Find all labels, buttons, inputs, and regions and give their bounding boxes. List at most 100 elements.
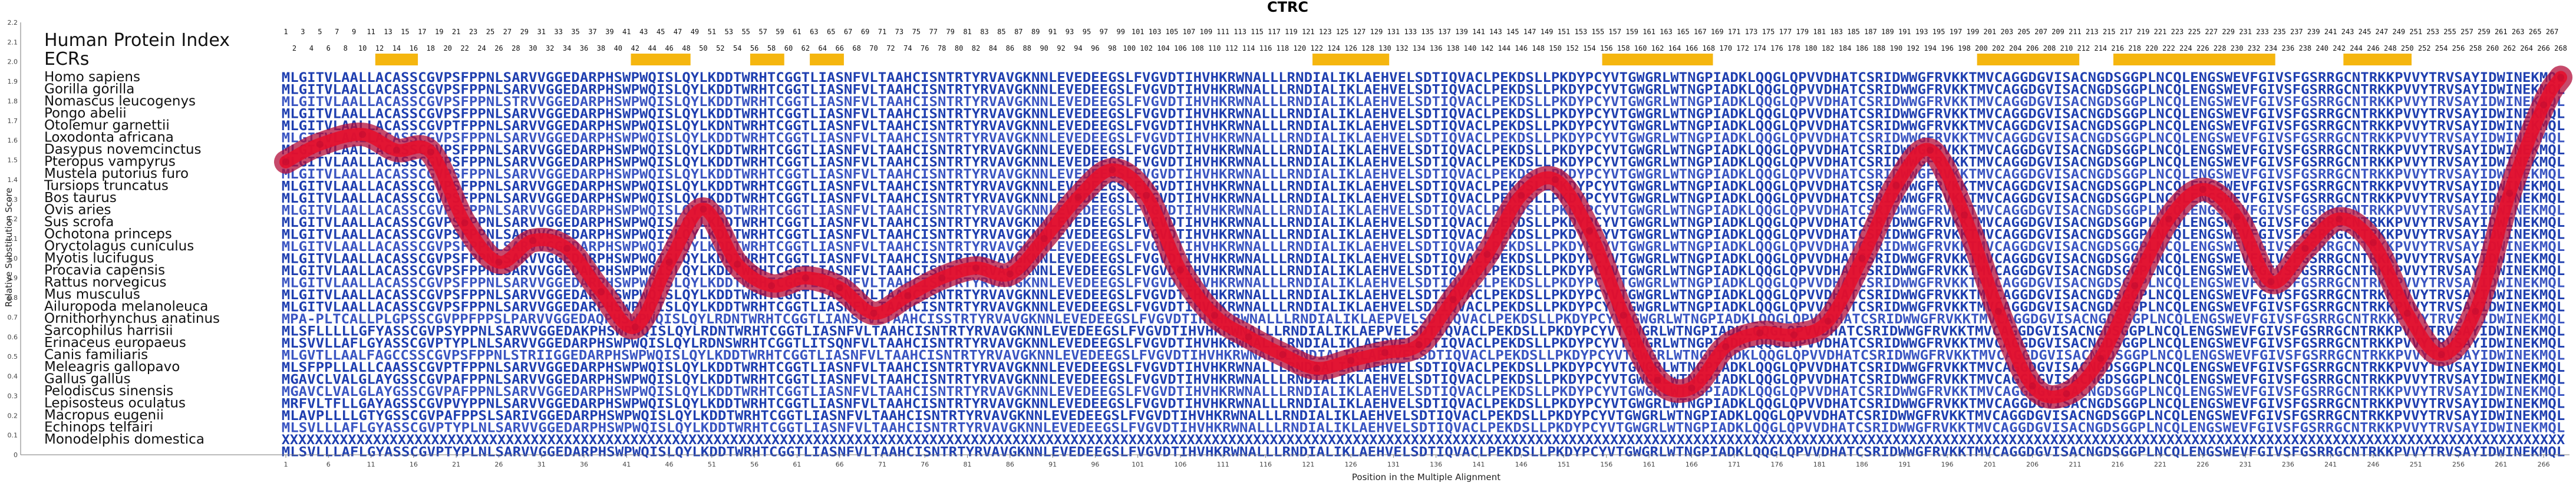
position-number: 132	[1396, 44, 1409, 52]
position-number: 259	[2478, 28, 2491, 36]
position-number: 267	[2546, 28, 2559, 36]
position-number: 102	[1140, 44, 1153, 52]
position-number: 153	[1575, 28, 1588, 36]
x-tick-label: 266	[2538, 461, 2550, 468]
sequence-row: MLSVLLLAFLGYASSCGVPTYPLNLSARVVGGEDARPHSW…	[282, 445, 2565, 460]
position-number: 49	[691, 28, 699, 36]
x-tick-label: 176	[1770, 461, 1783, 468]
position-number: 224	[2179, 44, 2192, 52]
position-number: 12	[375, 44, 384, 52]
position-number: 167	[1694, 28, 1707, 36]
position-number: 133	[1404, 28, 1417, 36]
position-number: 240	[2316, 44, 2328, 52]
score-point	[1552, 176, 1559, 183]
species-label: Macropus eugenii	[44, 408, 164, 423]
position-number: 33	[554, 28, 562, 36]
position-number: 180	[1805, 44, 1818, 52]
score-point	[1994, 308, 2002, 315]
x-axis-label: Position in the Multiple Alignment	[1352, 472, 1500, 482]
sequence-row: MLGITVLAALLACASSCGVPSFPPNLSARVVGGEDARPHS…	[282, 167, 2565, 182]
score-point	[1620, 312, 1627, 319]
position-number: 138	[1447, 44, 1460, 52]
position-number: 36	[580, 44, 588, 52]
position-number: 42	[631, 44, 639, 52]
species-label: Ailuropoda melanoleuca	[44, 299, 208, 315]
position-number: 122	[1310, 44, 1323, 52]
x-tick-label: 66	[836, 461, 844, 468]
sequence-row: MLAVPLLLLGTYGSSCGVPAFPPSLSARIVGGEDARPHSW…	[282, 409, 2565, 424]
position-number: 171	[1728, 28, 1741, 36]
score-point	[972, 265, 980, 272]
position-number: 3	[301, 28, 305, 36]
y-tick-label: 0.8	[8, 294, 18, 302]
position-number: 100	[1123, 44, 1136, 52]
sequence-rows: MLGITVLAALLACASSCGVPSFPPNLSARVVGGEDARPHS…	[282, 71, 2565, 460]
score-point	[2199, 186, 2206, 193]
position-number: 120	[1294, 44, 1307, 52]
sequence-row: MLGITVLAALLACASSCGVPSFPPNLSTRVVGGEDARPHS…	[282, 95, 2565, 110]
position-number: 22	[460, 44, 469, 52]
axes: 0 0.1 0.2 0.3 0.4 0.5 0.6 0.7 0.8 0.9 1.0 1.1 1.2 1.3…	[8, 19, 2570, 468]
score-point	[904, 292, 912, 299]
ecr-region-1	[375, 54, 418, 65]
species-label: Meleagris gallopavo	[44, 359, 180, 375]
position-number: 29	[520, 28, 529, 36]
position-number: 248	[2384, 44, 2397, 52]
position-number: 199	[1967, 28, 1980, 36]
species-label: Sarcophilus harrisii	[44, 323, 173, 339]
y-tick-label: 2.2	[8, 19, 18, 27]
sequence-row: MLSFPPLLALLCAASSCGVPTFPPNLSARVVGGEDARPHS…	[282, 361, 2565, 375]
position-number: 213	[2086, 28, 2099, 36]
position-number: 95	[1083, 28, 1091, 36]
score-point	[461, 219, 469, 227]
position-number: 56	[750, 44, 758, 52]
position-number: 129	[1370, 28, 1383, 36]
position-number: 24	[477, 44, 486, 52]
position-number: 21	[452, 28, 460, 36]
y-tick-label: 0.3	[8, 392, 18, 400]
position-number: 197	[1950, 28, 1962, 36]
x-tick-label: 151	[1558, 461, 1570, 468]
score-point	[359, 131, 367, 138]
position-number: 168	[1702, 44, 1715, 52]
x-tick-label: 121	[1302, 461, 1314, 468]
score-point	[870, 309, 878, 317]
position-number: 169	[1711, 28, 1724, 36]
score-point	[1074, 193, 1082, 201]
position-number: 261	[2495, 28, 2508, 36]
y-tick-label: 0.4	[8, 373, 18, 381]
position-number: 125	[1336, 28, 1349, 36]
position-number: 51	[708, 28, 716, 36]
position-number: 47	[674, 28, 682, 36]
x-tick-label: 6	[326, 461, 331, 468]
species-label: Monodelphis domestica	[44, 432, 205, 447]
x-tick-label: 206	[2026, 461, 2039, 468]
ecr-region-6	[1602, 54, 1713, 65]
position-number: 142	[1481, 44, 1494, 52]
x-tick-label: 196	[1941, 461, 1954, 468]
position-number: 113	[1233, 28, 1246, 36]
score-point	[1415, 341, 1423, 349]
position-number: 134	[1413, 44, 1426, 52]
x-tick-label: 251	[2410, 461, 2422, 468]
x-tick-label: 96	[1091, 461, 1099, 468]
x-tick-label: 161	[1643, 461, 1655, 468]
position-number: 84	[989, 44, 997, 52]
position-number: 178	[1787, 44, 1800, 52]
position-number: 245	[2359, 28, 2371, 36]
position-number: 60	[784, 44, 793, 52]
position-number: 182	[1822, 44, 1835, 52]
position-number: 162	[1651, 44, 1664, 52]
position-number: 126	[1344, 44, 1357, 52]
position-number: 159	[1625, 28, 1638, 36]
position-number: 244	[2350, 44, 2363, 52]
protein-index-label: Human Protein Index	[44, 30, 230, 51]
x-tick-label: 61	[793, 461, 801, 468]
score-point	[2097, 355, 2105, 362]
position-number: 200	[1975, 44, 1988, 52]
position-number: 130	[1378, 44, 1391, 52]
species-label: Ochotona princeps	[44, 227, 172, 242]
score-point	[1176, 266, 1184, 274]
position-number: 185	[1847, 28, 1860, 36]
position-number: 215	[2103, 28, 2116, 36]
